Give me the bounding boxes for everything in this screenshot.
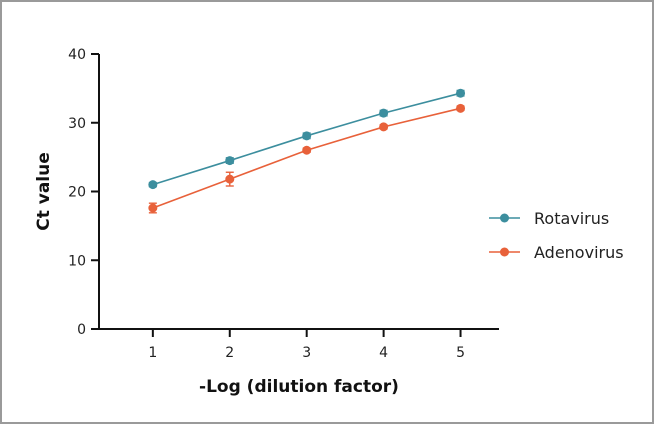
y-tick-label: 40 (68, 47, 86, 63)
axes: 0 10 20 30 40 1 2 3 4 5 (68, 47, 499, 361)
series-rotavirus (148, 88, 466, 190)
plot-area (148, 88, 466, 214)
series-adenovirus (148, 103, 466, 214)
legend-marker (500, 247, 509, 257)
x-tick-label: 5 (456, 345, 465, 361)
x-axis-label: -Log (dilution factor) (199, 377, 399, 397)
data-point (148, 180, 158, 190)
data-point (379, 108, 389, 118)
data-point (148, 203, 158, 213)
series-line (152, 107, 461, 209)
y-axis-label: Ct value (34, 152, 54, 231)
y-tick-label: 0 (77, 322, 86, 338)
legend-label: Adenovirus (534, 243, 624, 262)
y-tick-label: 30 (68, 116, 86, 132)
data-point (379, 122, 389, 132)
data-point (302, 145, 312, 155)
legend-item-adenovirus: Adenovirus (489, 243, 624, 262)
x-tick-label: 3 (302, 345, 311, 361)
legend-label: Rotavirus (534, 209, 609, 228)
x-tick-label: 2 (225, 345, 234, 361)
y-tick-label: 20 (68, 185, 86, 201)
legend-marker (500, 213, 509, 223)
data-point (225, 174, 235, 184)
y-tick-label: 10 (68, 253, 86, 269)
data-point (456, 103, 466, 113)
legend: Rotavirus Adenovirus (489, 209, 624, 262)
data-point (456, 88, 466, 98)
data-point (302, 131, 312, 141)
legend-item-rotavirus: Rotavirus (489, 209, 609, 228)
data-point (225, 156, 235, 166)
x-tick-label: 1 (148, 345, 157, 361)
x-tick-label: 4 (379, 345, 388, 361)
